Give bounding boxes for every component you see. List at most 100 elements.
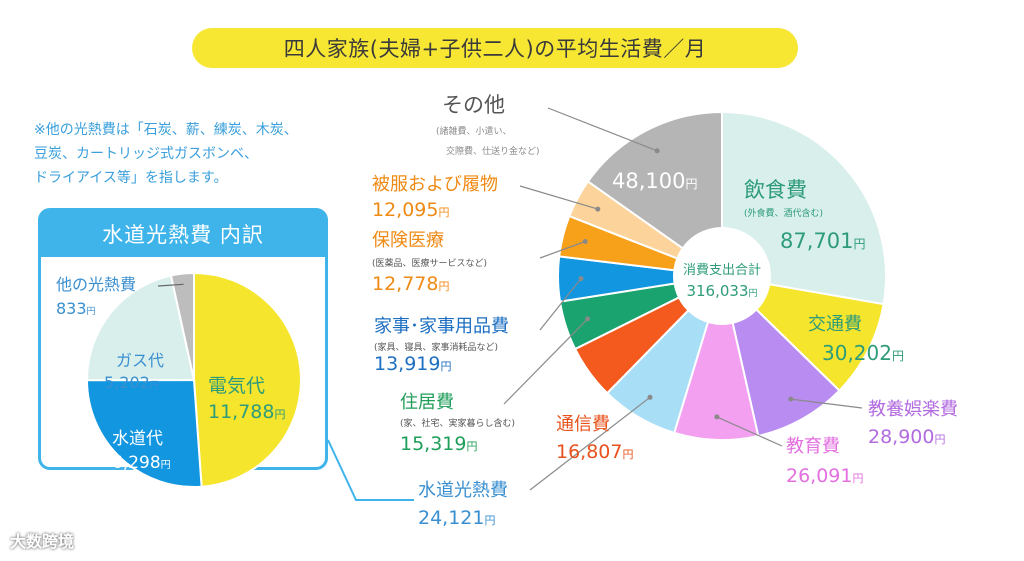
main-slice-label-5: 通信費 <box>556 414 610 435</box>
main-slice-value-10-number: 48,100 <box>612 169 685 193</box>
main-leader-line-10 <box>547 107 658 152</box>
sub-slice-value-1: 6,298円 <box>112 453 171 473</box>
main-slice-value-3: 26,091円 <box>786 465 863 487</box>
sub-slice-value-1-number: 6,298 <box>112 453 161 473</box>
main-pie-slice-1 <box>718 274 885 392</box>
title-banner: 四人家族(夫婦+子供二人)の平均生活費／月 <box>192 28 798 68</box>
breakdown-title: 水道光熱費 内訳 <box>102 223 264 247</box>
sub-slice-value-2-number: 5,202 <box>104 373 150 392</box>
fuel-note: ※他の光熱費は「石炭、薪、練炭、木炭、 豆炭、カートリッジ式ガスボンベ、 ドライ… <box>34 118 354 190</box>
main-slice-sublabel-8: (医薬品、医療サービスなど) <box>372 257 487 269</box>
main-slice-value-0-unit: 円 <box>853 237 865 251</box>
sub-slice-value-3-number: 833 <box>56 299 87 318</box>
main-leader-dot-3 <box>714 414 720 420</box>
main-slice-value-8-unit: 円 <box>438 280 449 293</box>
sub-slice-label-1: 水道代 <box>112 429 163 449</box>
main-pie-slice-2 <box>720 272 841 438</box>
watermark-text: 大数跨境 <box>10 532 75 551</box>
main-slice-value-5: 16,807円 <box>556 441 633 463</box>
main-slice-value-10-unit: 円 <box>685 177 697 191</box>
main-leader-dot-9 <box>595 206 601 212</box>
main-pie-slice-10 <box>586 110 723 278</box>
main-leader-line-3 <box>716 416 783 447</box>
main-slice-value-2-number: 28,900 <box>868 426 934 448</box>
main-slice-value-4-number: 24,121 <box>418 507 484 529</box>
main-slice-value-3-unit: 円 <box>852 472 863 485</box>
main-slice-value-9-number: 12,095 <box>372 199 438 221</box>
total-value: 316,033円 <box>686 282 757 300</box>
main-slice-value-4-unit: 円 <box>484 514 495 527</box>
main-slice-value-6-number: 15,319 <box>400 433 466 455</box>
main-slice-sublabel-0: (外食費、酒代含む) <box>744 207 823 219</box>
sub-slice-label-2: ガス代 <box>116 351 164 370</box>
main-leader-line-6 <box>503 318 589 405</box>
main-slice-sublabel-10-a: (諸雑費、小遣い、 <box>436 125 512 137</box>
sub-slice-value-0-number: 11,788 <box>208 401 274 423</box>
sub-pie-slice-3 <box>169 271 195 381</box>
main-slice-value-6: 15,319円 <box>400 433 477 455</box>
main-leader-line-4 <box>529 396 651 491</box>
sub-slice-value-2-unit: 円 <box>150 380 159 391</box>
main-slice-value-2-unit: 円 <box>934 433 945 446</box>
sub-slice-value-0-unit: 円 <box>274 408 285 421</box>
sub-pie-slice-0 <box>193 271 302 488</box>
main-slice-label-9: 被服および履物 <box>372 174 498 195</box>
main-leader-line-7 <box>539 278 582 331</box>
main-leader-dot-6 <box>585 316 591 322</box>
main-slice-value-8-number: 12,778 <box>372 273 438 295</box>
main-slice-sublabel-10-b: 交際費、仕送り金など) <box>446 145 540 157</box>
breakdown-header: 水道光熱費 内訳 <box>41 211 325 257</box>
sub-slice-label-0: 電気代 <box>208 375 265 397</box>
note-line-1: ※他の光熱費は「石炭、薪、練炭、木炭、 <box>34 122 298 138</box>
main-slice-value-5-number: 16,807 <box>556 441 622 463</box>
total-value-number: 316,033 <box>686 282 748 300</box>
main-leader-dot-7 <box>578 276 584 282</box>
main-slice-label-1: 交通費 <box>808 314 862 335</box>
sub-slice-value-3-unit: 円 <box>87 306 96 317</box>
main-slice-value-9: 12,095円 <box>372 199 449 221</box>
main-leader-dot-10 <box>654 148 660 154</box>
main-slice-label-2: 教養娯楽費 <box>868 399 958 420</box>
main-slice-sublabel-6: (家、社宅、実家暮らし含む) <box>400 417 515 429</box>
main-slice-label-7: 家事･家事用品費 <box>374 316 509 337</box>
main-slice-value-7-unit: 円 <box>440 360 451 373</box>
main-slice-value-1: 30,202円 <box>822 341 904 365</box>
main-slice-value-3-number: 26,091 <box>786 465 852 487</box>
main-slice-value-7: 13,919円 <box>374 353 451 375</box>
note-line-3: ドライアイス等」を指します。 <box>34 170 228 186</box>
main-slice-label-8: 保険医療 <box>372 230 444 251</box>
main-leader-dot-8 <box>582 239 588 244</box>
sub-slice-value-0: 11,788円 <box>208 401 285 423</box>
main-slice-value-10: 48,100円 <box>612 169 698 193</box>
main-slice-value-5-unit: 円 <box>622 448 633 461</box>
main-leader-line-2 <box>790 398 863 409</box>
breakdown-connector <box>327 439 414 501</box>
main-leader-dot-4 <box>647 394 653 400</box>
sub-slice-value-2: 5,202円 <box>104 373 159 392</box>
main-slice-value-0-number: 87,701 <box>780 229 853 253</box>
sub-pie-slice-1 <box>85 378 203 488</box>
main-slice-value-0: 87,701円 <box>780 229 866 253</box>
main-leader-line-8 <box>539 240 586 259</box>
main-leader-dot-2 <box>788 396 794 402</box>
sub-leader-line-3 <box>157 283 184 287</box>
total-label: 消費支出合計 <box>683 262 761 278</box>
main-slice-label-3: 教育費 <box>786 436 840 457</box>
main-slice-value-8: 12,778円 <box>372 273 449 295</box>
main-slice-label-10: その他 <box>442 93 505 117</box>
note-line-2: 豆炭、カートリッジ式ガスボンベ、 <box>34 146 258 162</box>
total-value-unit: 円 <box>749 288 758 299</box>
main-slice-value-1-unit: 円 <box>892 349 904 363</box>
main-leader-line-9 <box>519 185 598 210</box>
main-slice-label-4: 水道光熱費 <box>418 480 508 501</box>
main-slice-value-6-unit: 円 <box>466 440 477 453</box>
main-slice-label-6: 住居費 <box>400 392 454 413</box>
main-slice-value-4: 24,121円 <box>418 507 495 529</box>
main-slice-label-0: 飲食費 <box>744 178 807 202</box>
main-slice-sublabel-7: (家具、寝具、家事消耗品など) <box>374 341 498 353</box>
sub-slice-value-3: 833円 <box>56 299 96 318</box>
main-slice-value-2: 28,900円 <box>868 426 945 448</box>
sub-slice-label-3: 他の光熱費 <box>56 275 136 294</box>
